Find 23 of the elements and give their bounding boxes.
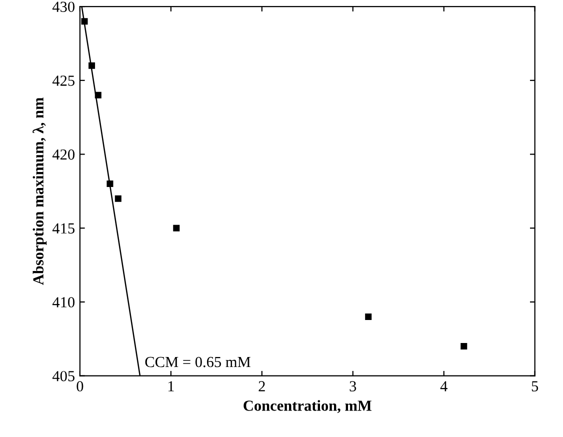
y-tick-label: 420	[52, 149, 74, 160]
y-tick-label: 405	[52, 370, 74, 382]
y-axis-title: Absorption maximum, λ, nm	[32, 98, 47, 285]
y-tick-label: 425	[52, 76, 74, 86]
point	[81, 18, 88, 25]
x-tick-label: 3	[350, 381, 356, 392]
point	[88, 62, 96, 69]
annotation: CCM = 0.65 mM	[145, 356, 250, 368]
point	[114, 195, 122, 202]
point	[173, 224, 180, 232]
x-tick-label: 0	[76, 381, 84, 392]
x-tick-label: 1	[168, 381, 174, 392]
point	[365, 313, 372, 320]
point	[94, 92, 102, 98]
point	[460, 343, 468, 350]
x-tick-label: 2	[258, 381, 265, 392]
y-tick-label: 415	[52, 223, 74, 234]
x-axis-title: Concentration, mM	[244, 400, 372, 414]
point	[106, 180, 114, 188]
x-tick-label: 4	[440, 381, 448, 392]
x-tick-label: 5	[532, 381, 538, 392]
y-tick-label: 410	[52, 297, 74, 308]
y-tick-label: 430	[52, 2, 74, 12]
